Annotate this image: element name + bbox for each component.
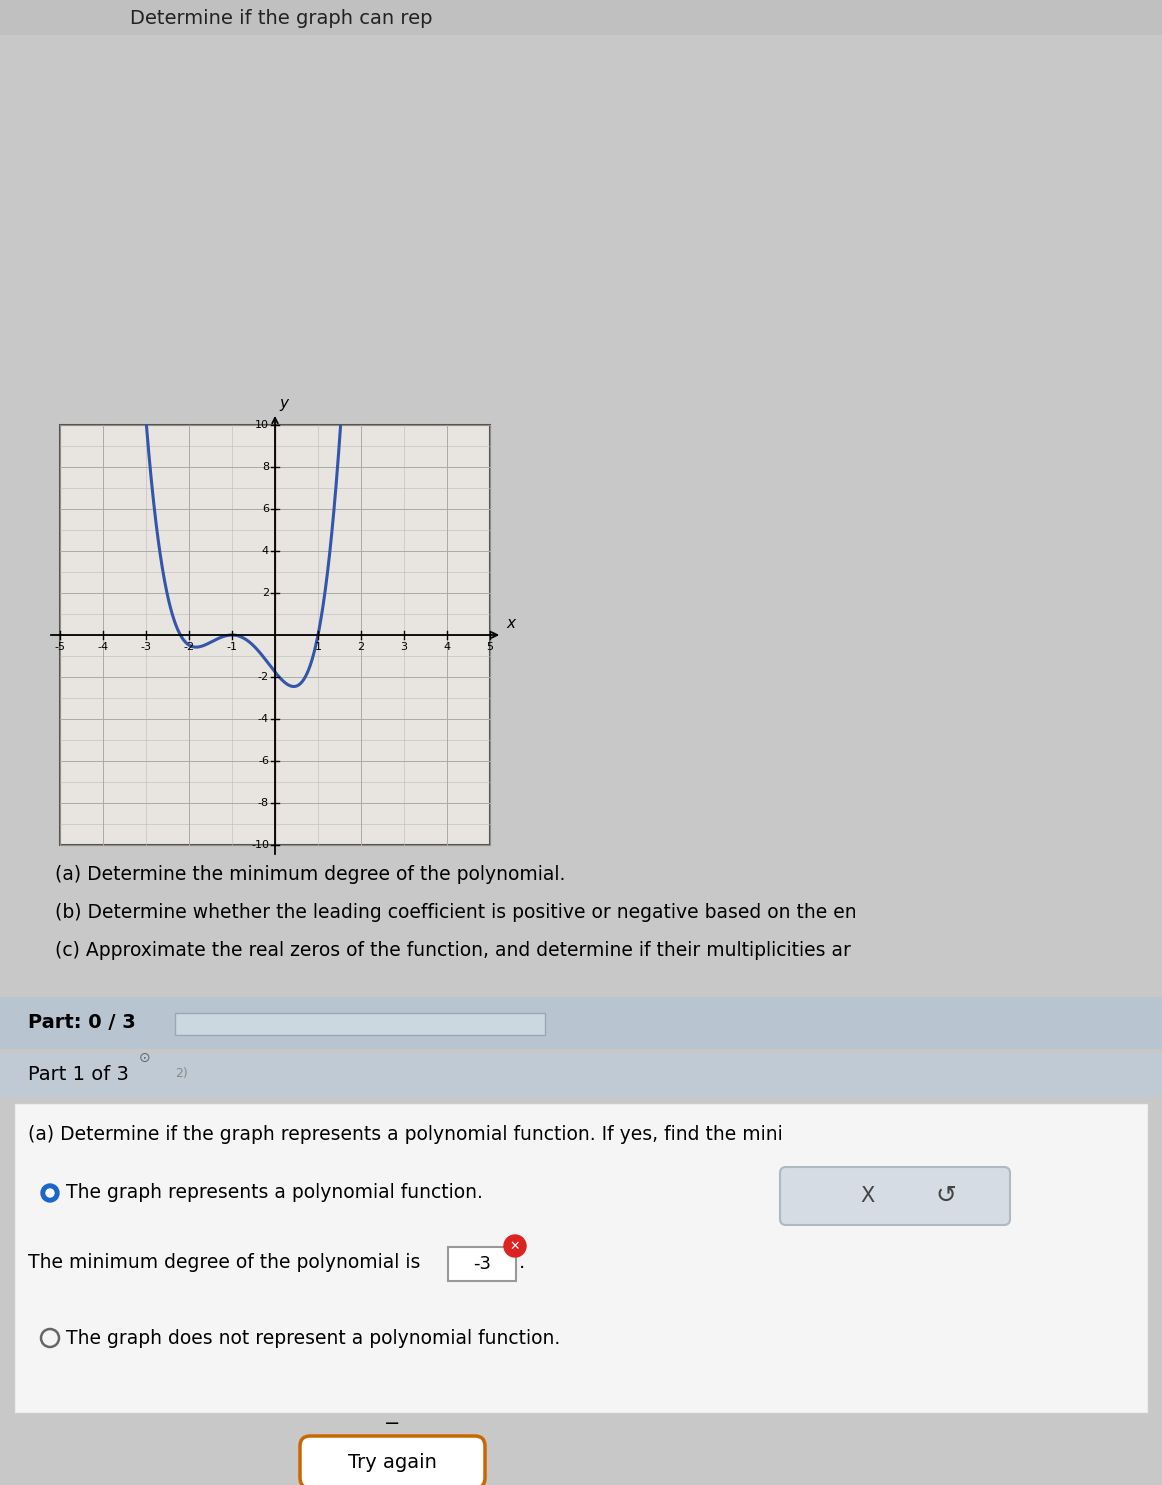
- Text: ✕: ✕: [510, 1240, 521, 1252]
- Text: Determine if the graph can rep: Determine if the graph can rep: [130, 9, 432, 28]
- Bar: [60, 425, 490, 845]
- Text: −: −: [385, 1415, 401, 1433]
- Text: -5: -5: [55, 642, 65, 652]
- Text: (c) Approximate the real zeros of the function, and determine if their multiplic: (c) Approximate the real zeros of the fu…: [55, 941, 851, 959]
- Circle shape: [504, 1236, 526, 1256]
- Text: Part 1 of 3: Part 1 of 3: [28, 1066, 129, 1084]
- Text: -2: -2: [258, 673, 268, 682]
- FancyBboxPatch shape: [780, 1167, 1010, 1225]
- Text: -4: -4: [98, 642, 108, 652]
- Bar: [449, 1247, 516, 1282]
- Text: -6: -6: [258, 756, 268, 766]
- Text: y: y: [279, 396, 288, 411]
- Text: -10: -10: [251, 841, 268, 849]
- Text: 2): 2): [175, 1066, 188, 1080]
- Text: 4: 4: [444, 642, 451, 652]
- Text: -3: -3: [141, 642, 151, 652]
- Text: Part: 0 / 3: Part: 0 / 3: [28, 1013, 136, 1032]
- Bar: [0, 996, 1162, 1048]
- Text: ⊙: ⊙: [139, 1051, 151, 1065]
- Text: (a) Determine the minimum degree of the polynomial.: (a) Determine the minimum degree of the …: [55, 864, 566, 884]
- Text: -3: -3: [473, 1255, 492, 1273]
- Text: 2: 2: [358, 642, 365, 652]
- Text: 8: 8: [261, 462, 268, 472]
- Text: 10: 10: [254, 420, 268, 431]
- Text: -2: -2: [184, 642, 194, 652]
- Text: -1: -1: [227, 642, 237, 652]
- Text: The minimum degree of the polynomial is: The minimum degree of the polynomial is: [28, 1253, 421, 1273]
- Text: 4: 4: [261, 546, 268, 555]
- Bar: [14, 1103, 1148, 1414]
- Text: -4: -4: [258, 714, 268, 725]
- Text: 5: 5: [487, 642, 494, 652]
- Text: 3: 3: [401, 642, 408, 652]
- Text: 1: 1: [315, 642, 322, 652]
- Circle shape: [46, 1189, 53, 1197]
- Text: X: X: [860, 1187, 875, 1206]
- Text: The graph represents a polynomial function.: The graph represents a polynomial functi…: [66, 1184, 483, 1203]
- Text: .: .: [519, 1253, 525, 1273]
- Text: -8: -8: [258, 797, 268, 808]
- FancyBboxPatch shape: [300, 1436, 485, 1485]
- Text: (a) Determine if the graph represents a polynomial function. If yes, find the mi: (a) Determine if the graph represents a …: [28, 1126, 783, 1143]
- Circle shape: [41, 1184, 59, 1201]
- Bar: [175, 1013, 545, 1035]
- Text: The graph does not represent a polynomial function.: The graph does not represent a polynomia…: [66, 1329, 560, 1347]
- Text: ↺: ↺: [935, 1184, 956, 1207]
- Bar: [0, 1053, 1162, 1097]
- Bar: [0, 0, 1162, 36]
- Text: 6: 6: [261, 503, 268, 514]
- Text: 2: 2: [261, 588, 268, 598]
- Text: (b) Determine whether the leading coefficient is positive or negative based on t: (b) Determine whether the leading coeffi…: [55, 903, 856, 922]
- Text: Try again: Try again: [349, 1452, 437, 1472]
- Text: x: x: [505, 616, 515, 631]
